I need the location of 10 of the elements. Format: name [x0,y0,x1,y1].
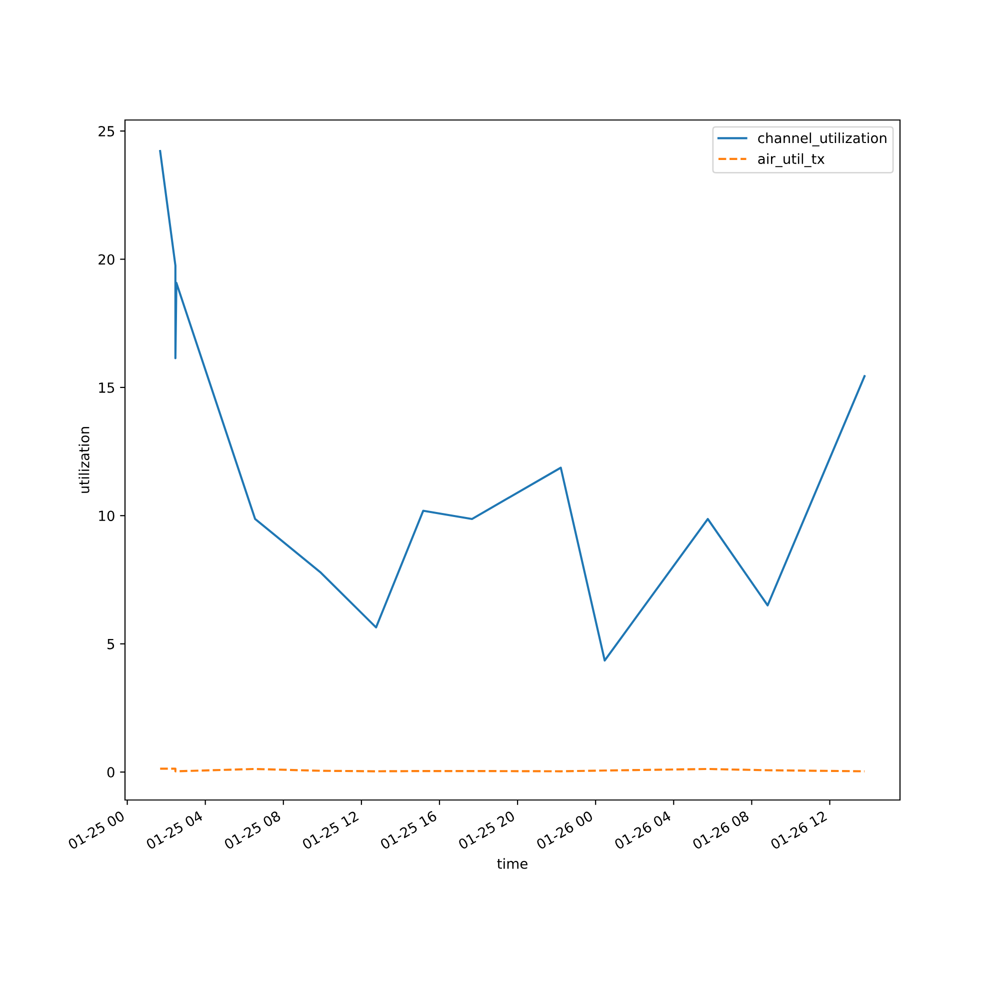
x-axis-title: time [497,858,528,869]
y-tick-label: 10 [99,510,114,522]
y-tick-label: 5 [108,638,114,650]
y-tick-label: 15 [99,382,114,393]
y-axis-title: utilization [78,427,90,493]
y-tick-label: 20 [98,254,114,265]
y-tick-label: 25 [98,126,114,136]
legend-label: channel_utilization [758,132,886,146]
y-tick-label: 0 [107,767,114,778]
legend-label: air_util_tx [758,153,825,168]
